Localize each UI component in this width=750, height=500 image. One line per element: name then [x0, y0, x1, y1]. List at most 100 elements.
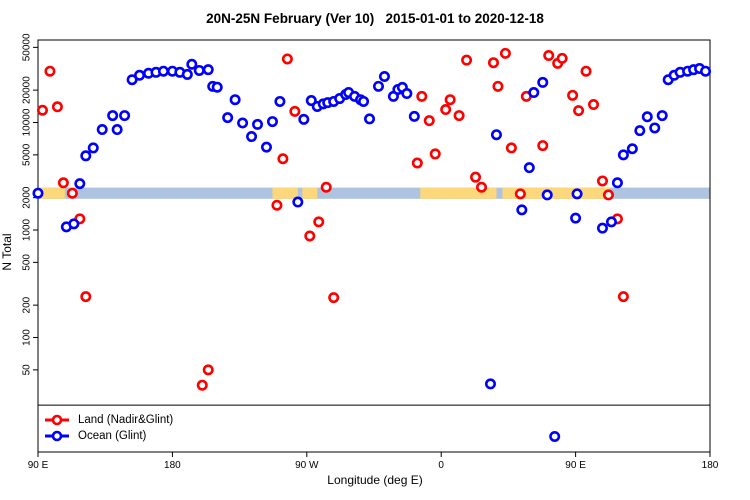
land-band-segment — [420, 187, 497, 199]
land-point — [281, 53, 293, 65]
land-point — [320, 181, 332, 193]
ocean-point — [193, 64, 205, 76]
ocean-point — [570, 212, 582, 224]
ocean-point — [516, 204, 528, 216]
x-tick-label: 90 E — [28, 460, 49, 471]
ocean-point — [111, 124, 123, 136]
ocean-point — [96, 124, 108, 136]
ocean-point — [408, 110, 420, 122]
ocean-point — [274, 95, 286, 107]
ocean-point — [617, 149, 629, 161]
x-tick-label: 90 W — [295, 460, 319, 471]
land-point — [202, 364, 214, 376]
plot-frame — [37, 39, 711, 453]
land-point — [328, 292, 340, 304]
land-point — [487, 57, 499, 69]
land-point — [461, 54, 473, 66]
ocean-point — [605, 216, 617, 228]
ocean-point — [80, 150, 92, 162]
legend-label-ocean: Ocean (Glint) — [78, 430, 147, 442]
ocean-point — [364, 113, 376, 125]
x-axis-title: Longitude (deg E) — [327, 473, 423, 487]
ocean-band — [38, 187, 710, 199]
x-tick-label: 0 — [438, 460, 444, 471]
land-point — [617, 291, 629, 303]
ocean-point — [537, 76, 549, 88]
y-tick-label: 20000 — [22, 76, 33, 104]
ocean-point — [372, 80, 384, 92]
legend-item-ocean: Ocean (Glint) — [44, 428, 173, 444]
y-tick-label: 200 — [22, 296, 33, 313]
ocean-point — [626, 143, 638, 155]
ocean-point — [649, 122, 661, 134]
land-legend-circle — [51, 414, 63, 426]
land-point — [57, 177, 69, 189]
land-point — [440, 104, 452, 116]
land-point — [505, 142, 517, 154]
y-axis-title: N Total — [0, 233, 14, 271]
land-point — [423, 115, 435, 127]
land-point — [476, 181, 488, 193]
ocean-point — [266, 116, 278, 128]
y-tick-label: 2000 — [22, 186, 33, 209]
ocean-point — [484, 378, 496, 390]
ocean-marker-icon — [45, 430, 69, 442]
land-point — [66, 187, 78, 199]
land-point — [289, 105, 301, 117]
land-point — [304, 230, 316, 242]
land-band-segment — [502, 187, 610, 199]
land-point — [543, 50, 555, 62]
land-band-segment — [302, 187, 318, 199]
land-point — [596, 175, 608, 187]
land-point — [453, 110, 465, 122]
ocean-point — [490, 129, 502, 141]
land-point — [411, 157, 423, 169]
land-point — [580, 65, 592, 77]
ocean-point — [74, 178, 86, 190]
land-band-segment — [38, 187, 65, 199]
ocean-point — [641, 111, 653, 123]
ocean-point — [298, 113, 310, 125]
ocean-point — [126, 74, 138, 86]
land-point — [567, 89, 579, 101]
ocean-point — [549, 430, 561, 442]
chart-title: 20N-25N February (Ver 10) 2015-01-01 to … — [206, 11, 544, 26]
legend-label-land: Land (Nadir&Glint) — [78, 414, 174, 426]
ocean-point — [202, 64, 214, 76]
ocean-point — [237, 117, 249, 129]
ocean-point — [186, 58, 198, 70]
land-point — [556, 52, 568, 64]
y-tick-label: 5000 — [22, 143, 33, 166]
land-point — [602, 189, 614, 201]
y-tick-label: 1000 — [22, 218, 33, 241]
land-point — [514, 188, 526, 200]
land-point — [277, 153, 289, 165]
legend-item-land: Land (Nadir&Glint) — [44, 412, 173, 428]
ocean-point — [32, 187, 44, 199]
ocean-point — [87, 142, 99, 154]
x-tick-label: 180 — [164, 460, 181, 471]
land-point — [444, 94, 456, 106]
ocean-point — [571, 188, 583, 200]
x-tick-label: 180 — [702, 460, 719, 471]
ocean-point — [68, 218, 80, 230]
ocean-point — [260, 141, 272, 153]
ocean-point — [596, 222, 608, 234]
ocean-point — [700, 65, 712, 77]
ocean-point — [252, 118, 264, 130]
land-point — [537, 140, 549, 152]
land-point — [499, 47, 511, 59]
ocean-point — [523, 162, 535, 174]
land-point — [429, 148, 441, 160]
ocean-point — [634, 125, 646, 137]
y-tick-label: 50000 — [22, 33, 33, 61]
ocean-point — [656, 110, 668, 122]
ocean-legend-circle — [51, 430, 63, 442]
land-point — [313, 216, 325, 228]
y-tick-label: 100 — [22, 329, 33, 346]
land-marker-icon — [45, 414, 69, 426]
land-point — [80, 291, 92, 303]
x-tick-label: 90 E — [565, 460, 586, 471]
